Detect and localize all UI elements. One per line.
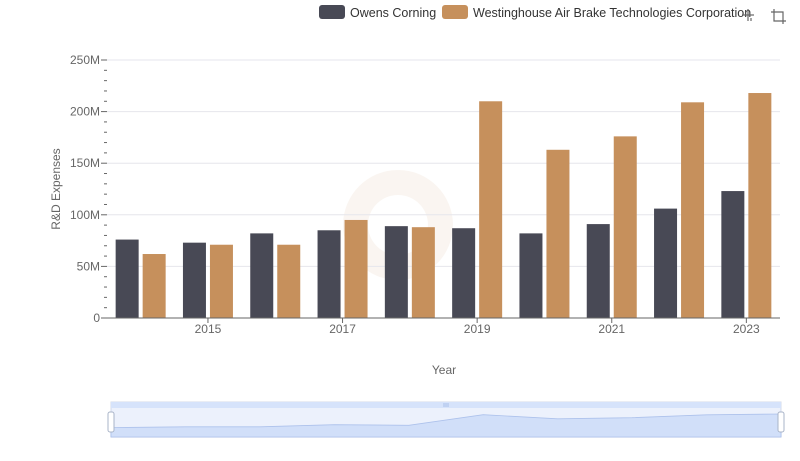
bar-owens-corning-2021[interactable] [586, 224, 610, 318]
bar-westinghouse-2017[interactable] [344, 219, 368, 318]
x-axis: 2015 2017 2019 2021 2023 [107, 317, 780, 336]
y-tick-label: 200M [70, 105, 100, 119]
bar-owens-corning-2018[interactable] [384, 226, 408, 318]
legend[interactable]: Owens Corning Westinghouse Air Brake Tec… [319, 5, 751, 20]
zoom-slider-grip-icon [443, 403, 449, 407]
x-tick-label: 2021 [598, 322, 625, 336]
bar-westinghouse-2018[interactable] [411, 227, 435, 318]
bar-owens-corning-2015[interactable] [182, 242, 206, 318]
bar-westinghouse-2016[interactable] [277, 244, 301, 318]
crosshair-plus-icon[interactable] [742, 9, 754, 21]
bar-owens-corning-2023[interactable] [721, 191, 745, 318]
bar-owens-corning-2019[interactable] [452, 228, 476, 318]
bar-westinghouse-2019[interactable] [479, 101, 503, 318]
y-axis: 0 50M 100M 150M 200M 250M [70, 53, 107, 325]
y-tick-label: 250M [70, 53, 100, 67]
y-tick-label: 0 [93, 311, 100, 325]
bar-westinghouse-2020[interactable] [546, 149, 570, 318]
bar-westinghouse-2021[interactable] [613, 136, 637, 318]
legend-label-owens-corning[interactable]: Owens Corning [350, 6, 436, 20]
x-tick-label: 2017 [329, 322, 356, 336]
bar-owens-corning-2017[interactable] [317, 230, 341, 318]
bar-owens-corning-2022[interactable] [654, 208, 678, 318]
x-tick-label: 2019 [464, 322, 491, 336]
y-axis-title: R&D Expenses [49, 148, 63, 229]
bar-owens-corning-2014[interactable] [115, 239, 139, 318]
bar-westinghouse-2014[interactable] [142, 254, 166, 318]
bar-westinghouse-2015[interactable] [209, 244, 233, 318]
bar-series [115, 93, 772, 318]
zoom-slider[interactable] [107, 401, 785, 438]
bar-owens-corning-2016[interactable] [250, 233, 274, 318]
zoom-slider-handle-right[interactable] [777, 411, 785, 433]
bar-owens-corning-2020[interactable] [519, 233, 543, 318]
legend-label-westinghouse[interactable]: Westinghouse Air Brake Technologies Corp… [473, 6, 751, 20]
bar-westinghouse-2023[interactable] [748, 93, 772, 318]
legend-swatch-westinghouse [442, 5, 468, 19]
y-tick-label: 100M [70, 208, 100, 222]
zoom-slider-handle-left[interactable] [107, 411, 115, 433]
crop-box-icon[interactable] [771, 9, 786, 24]
zoom-slider-selection[interactable] [111, 408, 781, 437]
x-axis-title: Year [432, 363, 456, 377]
x-tick-label: 2015 [195, 322, 222, 336]
legend-swatch-owens-corning [319, 5, 345, 19]
bar-westinghouse-2022[interactable] [681, 102, 705, 318]
x-tick-label: 2023 [733, 322, 760, 336]
y-tick-label: 150M [70, 156, 100, 170]
y-tick-label: 50M [77, 259, 100, 273]
